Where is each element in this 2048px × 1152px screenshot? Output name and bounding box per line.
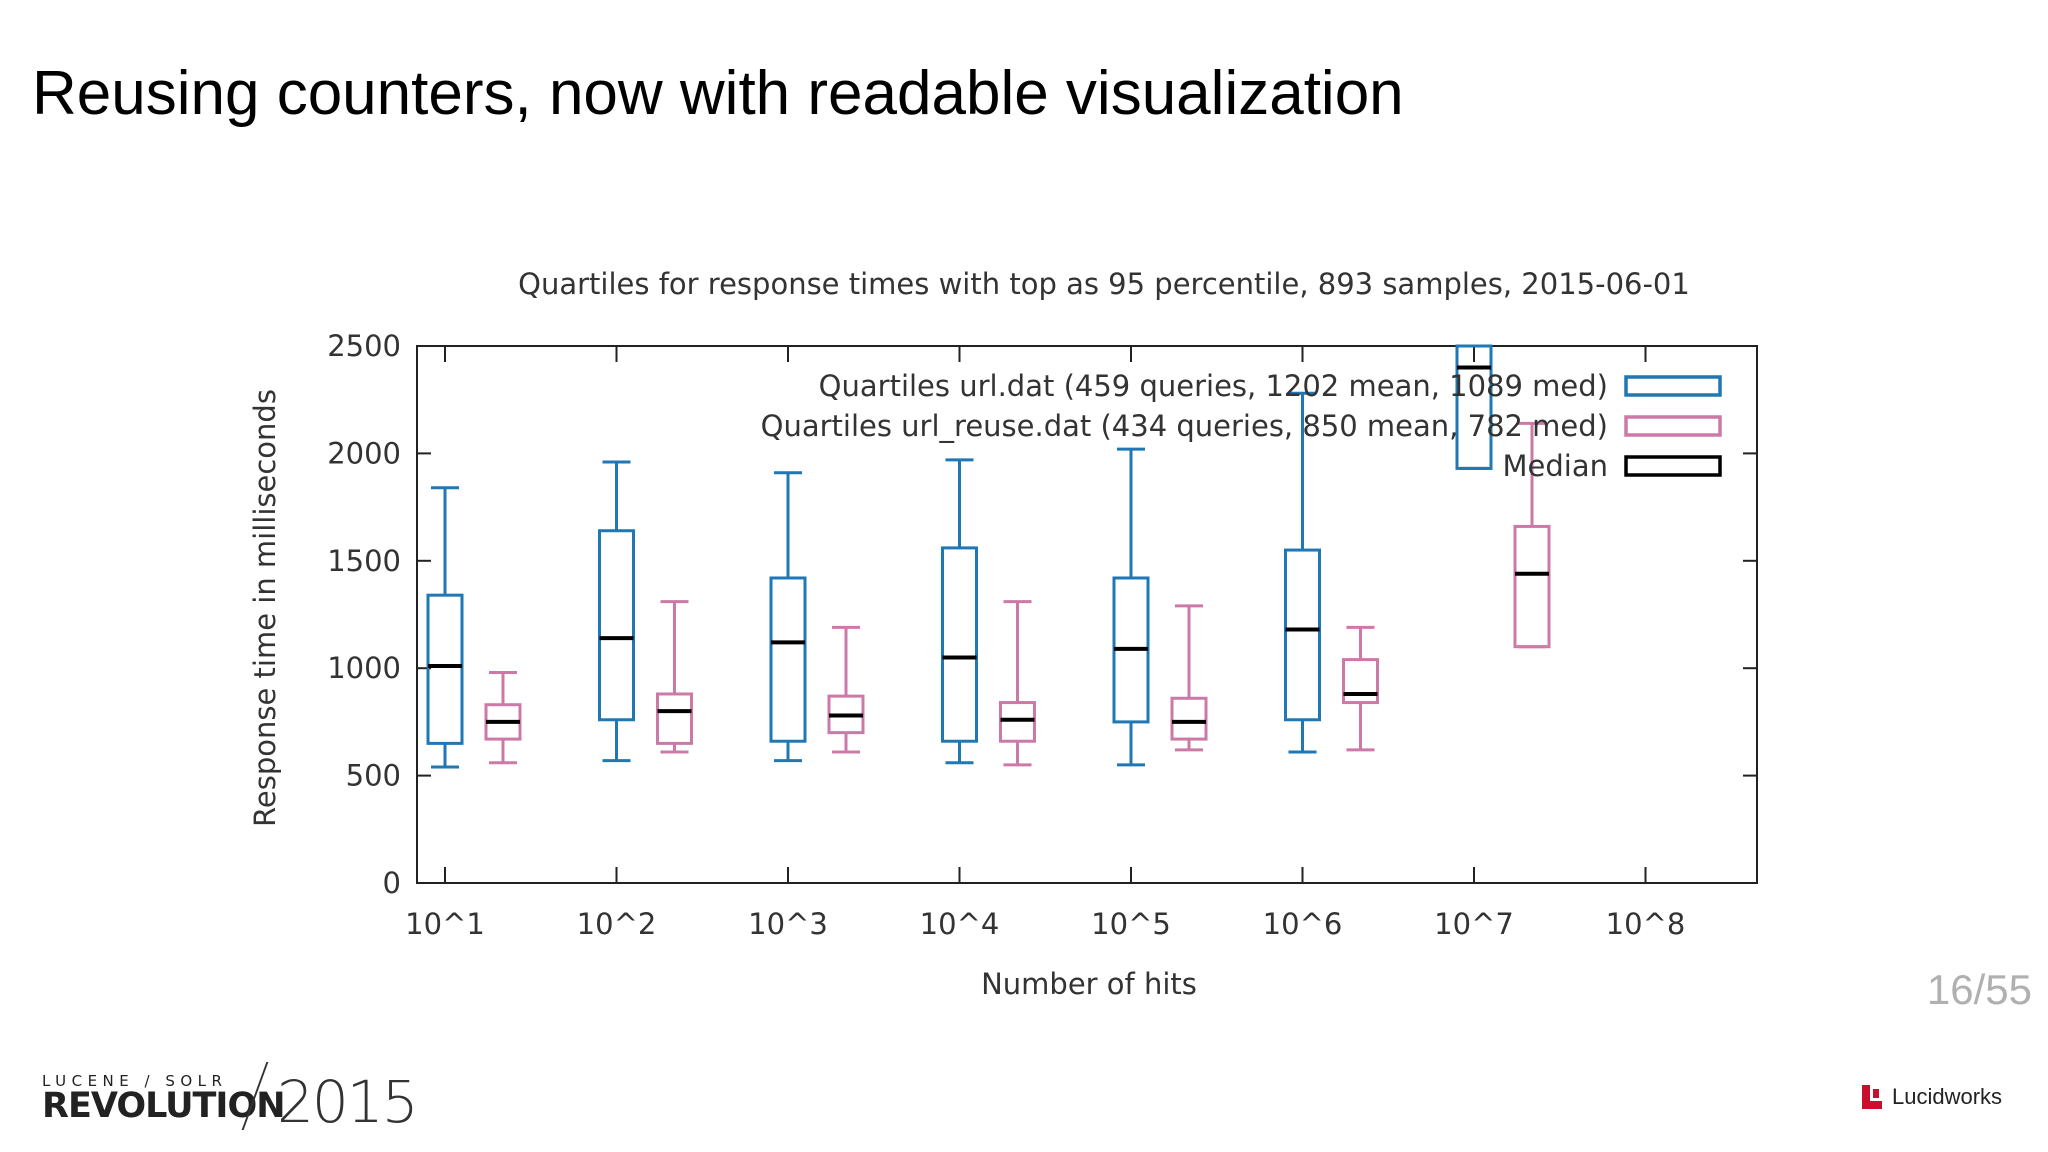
box-url-10-4 (941, 458, 978, 765)
box-iqr (1170, 696, 1208, 741)
box-url-reuse-10-6 (1342, 625, 1379, 752)
y-axis-label: Response time in milliseconds (248, 389, 282, 827)
box-url-10-7 (1455, 344, 1493, 470)
x-tick-label: 10^7 (1434, 907, 1514, 941)
conference-logo-name: REVOLUTION (42, 1086, 286, 1126)
x-tick-label: 10^1 (405, 907, 485, 941)
x-tick-label: 10^5 (1091, 907, 1171, 941)
box-url-reuse-10-3 (827, 625, 865, 754)
y-tick-label: 0 (383, 866, 401, 900)
legend-label: Quartiles url.dat (459 queries, 1202 mea… (819, 369, 1608, 403)
lucidworks-logo-icon (1862, 1085, 1882, 1109)
legend-swatch (1624, 455, 1722, 477)
legend-label: Quartiles url_reuse.dat (434 queries, 85… (761, 409, 1608, 443)
chart-title: Quartiles for response times with top as… (518, 267, 1690, 301)
box-url-10-2 (598, 460, 635, 763)
plot-frame (416, 345, 1758, 884)
vendor-logo-name: Lucidworks (1892, 1084, 2003, 1109)
vendor-logo: Lucidworks (1862, 1082, 2002, 1112)
box-iqr (1284, 548, 1321, 722)
box-url-reuse-10-2 (656, 600, 693, 754)
x-axis-label: Number of hits (981, 967, 1197, 1001)
x-tick-label: 10^6 (1263, 907, 1343, 941)
box-iqr (1513, 524, 1551, 649)
box-iqr (941, 546, 978, 743)
box-url-10-5 (1112, 447, 1150, 767)
plot-area: 0 500 1000 1500 2000 2500 10^1 10^2 10^3 10^4 10^5… (327, 329, 1758, 941)
box-url-reuse-10-4 (999, 600, 1036, 767)
x-tick-label: 10^4 (920, 907, 1000, 941)
y-tick-label: 2500 (327, 329, 401, 363)
conference-logo-year: 2015 (277, 1068, 419, 1136)
x-tick-label: 10^8 (1606, 907, 1686, 941)
box-iqr (999, 701, 1036, 743)
box-iqr (598, 529, 635, 722)
legend-label: Median (1503, 449, 1608, 483)
x-tick-label: 10^2 (577, 907, 657, 941)
box-iqr (1342, 658, 1379, 705)
conference-logo-subtitle: LUCENE / SOLR (42, 1072, 228, 1090)
box-url-reuse-10-5 (1170, 604, 1208, 752)
legend-swatch (1624, 415, 1722, 437)
x-tick-label: 10^3 (748, 907, 828, 941)
conference-logo: LUCENE / SOLR REVOLUTION 2015 (42, 1062, 419, 1136)
y-tick-label: 500 (346, 759, 401, 793)
legend-swatch (1624, 375, 1722, 397)
box-iqr (769, 576, 807, 743)
chart-legend: Quartiles url.dat (459 queries, 1202 mea… (761, 369, 1722, 483)
box-url-10-1 (426, 486, 464, 769)
box-url-10-3 (769, 471, 807, 763)
box-url-reuse-10-1 (484, 670, 522, 765)
y-tick-label: 1000 (327, 651, 401, 685)
slide-title: Reusing counters, now with readable visu… (32, 59, 1404, 128)
box-iqr (1455, 344, 1493, 470)
box-url-reuse-10-7 (1513, 421, 1551, 649)
box-iqr (656, 692, 693, 745)
box-iqr (426, 593, 464, 745)
page-number: 16/55 (1926, 966, 2032, 1013)
box-url-10-6 (1284, 391, 1321, 754)
y-tick-label: 1500 (327, 544, 401, 578)
y-tick-label: 2000 (327, 436, 401, 470)
